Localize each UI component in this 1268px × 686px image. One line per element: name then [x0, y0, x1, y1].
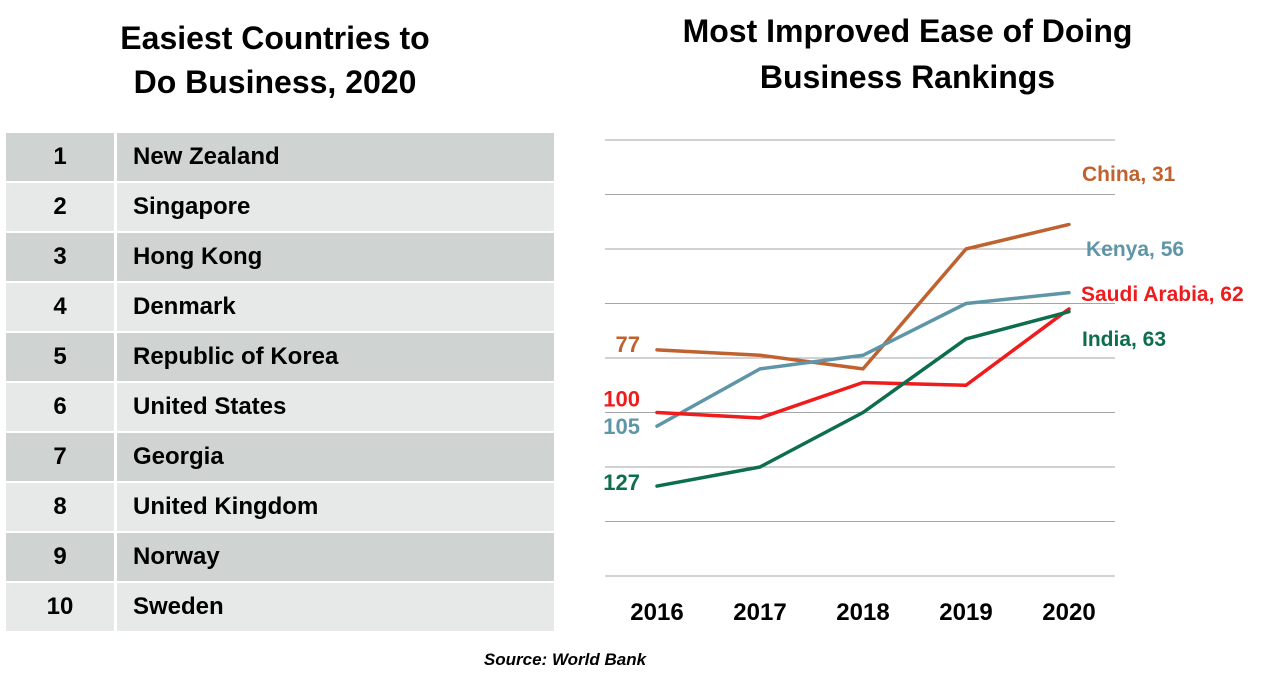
start-value-label: 77	[616, 332, 640, 357]
series-line-kenya	[655, 290, 1071, 428]
series-end-label: Saudi Arabia, 62	[1081, 283, 1244, 306]
table-row: 3 Hong Kong	[6, 232, 554, 283]
chart-title-line-2: Business Rankings	[759, 59, 1056, 95]
table-row: 7 Georgia	[6, 432, 554, 483]
country-cell: United Kingdom	[115, 482, 554, 533]
x-tick-label: 2019	[939, 599, 992, 626]
x-tick-label: 2016	[630, 599, 683, 626]
series-end-label: Kenya, 56	[1086, 238, 1184, 261]
ranking-table: 1 New Zealand 2 Singapore 3 Hong Kong 4 Denmark…	[6, 133, 554, 633]
country-cell: Hong Kong	[115, 232, 554, 283]
series-line-india	[655, 309, 1071, 488]
table-title-line-2: Do Business, 2020	[133, 64, 417, 100]
country-cell: Republic of Korea	[115, 332, 554, 383]
rank-cell: 3	[6, 232, 117, 283]
x-tick-label: 2017	[733, 599, 786, 626]
series-line-china	[655, 222, 1071, 371]
country-cell: United States	[115, 382, 554, 433]
country-cell: Norway	[115, 532, 554, 583]
rank-cell: 1	[6, 133, 117, 183]
table-row: 8 United Kingdom	[6, 482, 554, 533]
table-row: 1 New Zealand	[6, 133, 554, 183]
start-value-label: 127	[603, 470, 640, 495]
x-tick-label: 2018	[836, 599, 889, 626]
country-cell: Sweden	[115, 582, 554, 633]
rank-cell: 9	[6, 532, 117, 583]
start-value-label: 105	[603, 414, 640, 439]
country-cell: New Zealand	[115, 133, 554, 183]
start-value-label: 100	[603, 387, 640, 412]
table-title-line-1: Easiest Countries to	[120, 20, 430, 56]
x-tick-label: 2020	[1042, 599, 1095, 626]
table-title: Easiest Countries to Do Business, 2020	[60, 16, 490, 104]
table-row: 2 Singapore	[6, 182, 554, 233]
rank-cell: 10	[6, 582, 117, 633]
country-cell: Georgia	[115, 432, 554, 483]
series-line-saudi-arabia	[655, 307, 1071, 420]
source-note: Source: World Bank	[483, 650, 647, 669]
ranking-line-chart: 2016 2017 2018 2019 2020 77 China, 31 105 Kenya,…	[603, 139, 1244, 626]
table-row: 10 Sweden	[6, 582, 554, 633]
rank-cell: 6	[6, 382, 117, 433]
chart-title: Most Improved Ease of Doing Business Ran…	[620, 8, 1195, 100]
series-end-label: India, 63	[1082, 328, 1166, 351]
country-cell: Denmark	[115, 282, 554, 333]
table-row: 5 Republic of Korea	[6, 332, 554, 383]
table-row: 6 United States	[6, 382, 554, 433]
rank-cell: 5	[6, 332, 117, 383]
chart-title-line-1: Most Improved Ease of Doing	[682, 13, 1133, 49]
country-cell: Singapore	[115, 182, 554, 233]
table-row: 9 Norway	[6, 532, 554, 583]
rank-cell: 2	[6, 182, 117, 233]
series-end-label: China, 31	[1082, 163, 1176, 186]
rank-cell: 7	[6, 432, 117, 483]
table-row: 4 Denmark	[6, 282, 554, 333]
rank-cell: 4	[6, 282, 117, 333]
rank-cell: 8	[6, 482, 117, 533]
